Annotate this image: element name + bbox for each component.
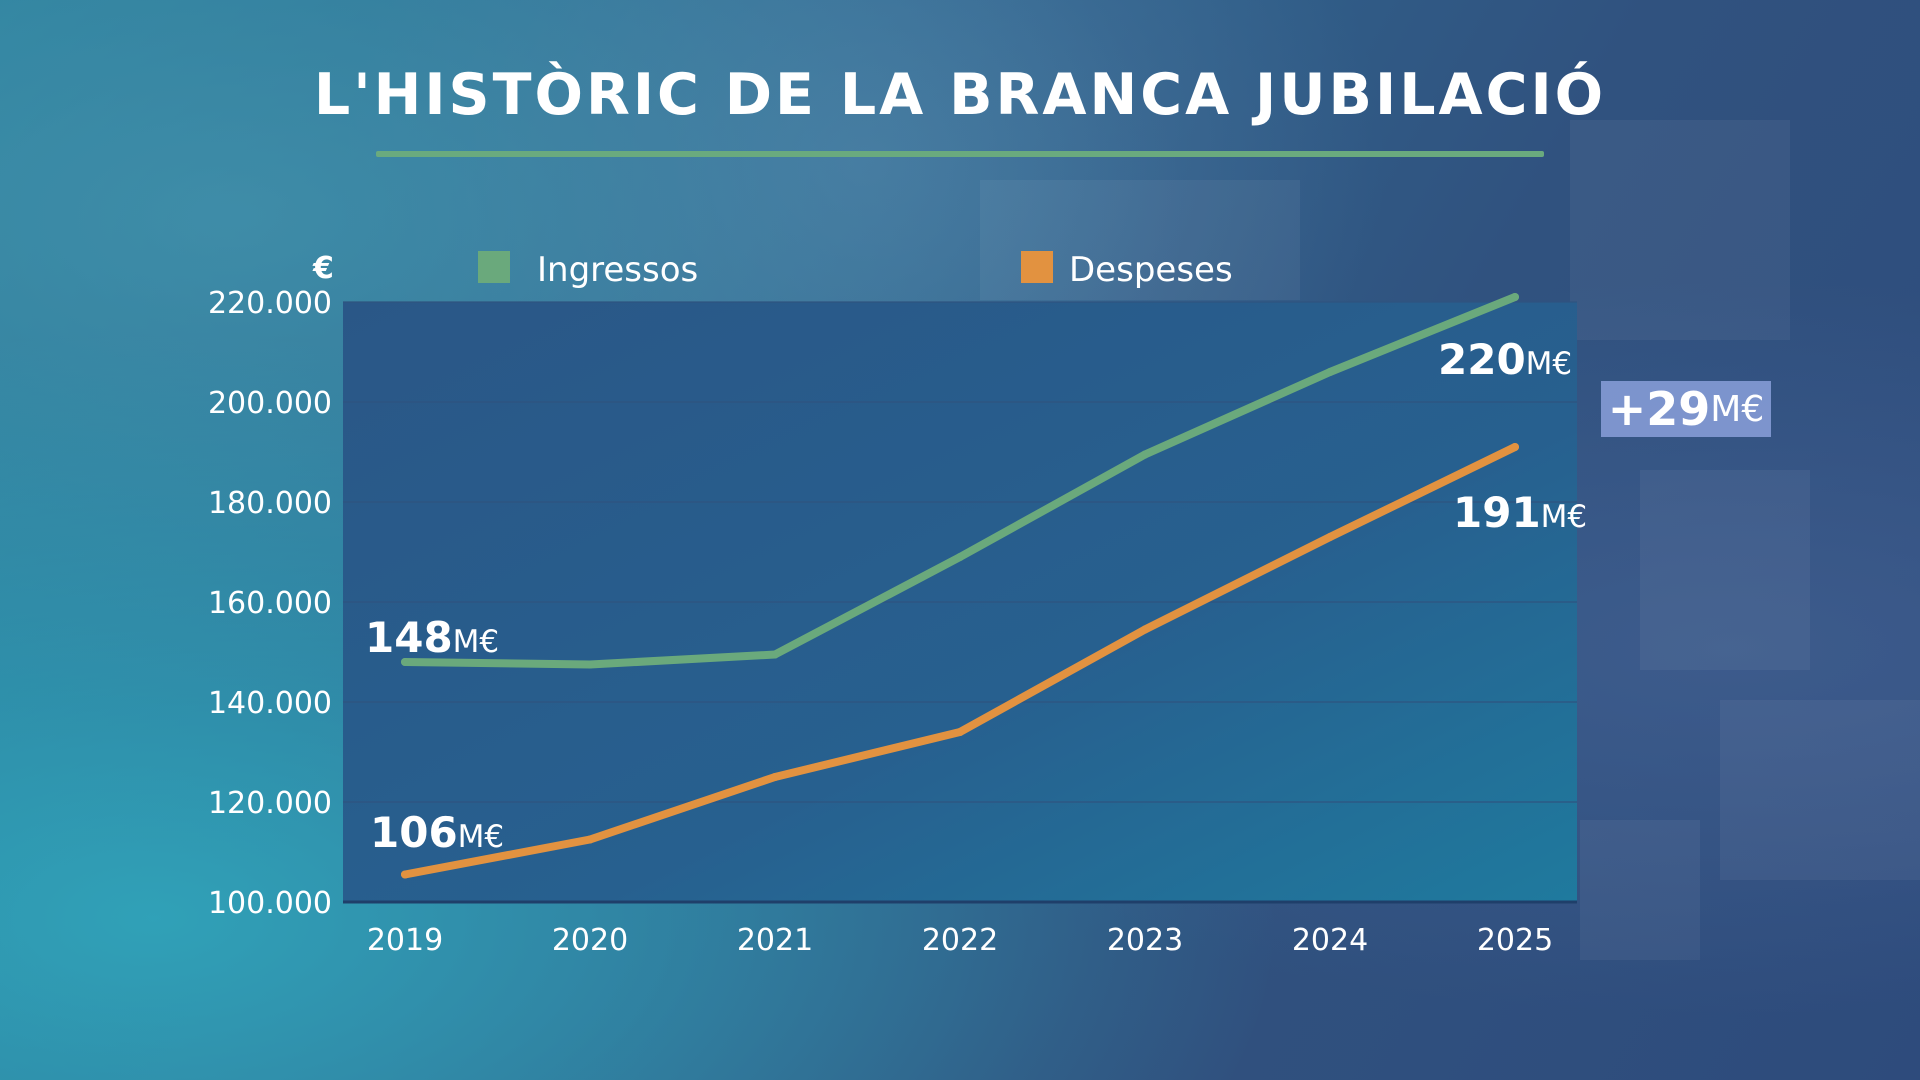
data-point-despeses <box>401 870 409 879</box>
y-tick-label: 140.000 <box>208 686 332 721</box>
x-tick-label: 2024 <box>1292 923 1368 958</box>
x-tick-label: 2020 <box>552 923 628 958</box>
data-point-ingressos <box>1511 293 1519 301</box>
data-point-despeses <box>1141 625 1149 634</box>
chart-title: L'HISTÒRIC DE LA BRANCA JUBILACIÓ <box>313 62 1607 128</box>
data-point-ingressos <box>956 553 964 561</box>
y-tick-label: 100.000 <box>208 886 332 921</box>
x-axis-ticks: 2019 2020 2021 2022 2023 2024 2025 <box>367 923 1553 958</box>
data-point-ingressos <box>771 650 779 659</box>
background-tile <box>1570 120 1790 340</box>
background-tile <box>1640 470 1810 670</box>
data-point-ingressos <box>401 658 409 666</box>
x-tick-label: 2023 <box>1107 923 1183 958</box>
legend-label-despeses: Despeses <box>1069 250 1233 290</box>
despeses-end-value: 191 <box>1453 488 1541 537</box>
data-point-despeses <box>1511 443 1519 451</box>
background-tile <box>1720 700 1920 880</box>
difference-value: +29 <box>1607 382 1711 436</box>
data-point-despeses <box>771 773 779 781</box>
ingressos-end-unit: M€ <box>1526 346 1572 382</box>
legend-label-ingressos: Ingressos <box>537 250 698 290</box>
y-tick-label: 160.000 <box>208 586 332 621</box>
ingressos-start-value: 148 <box>365 613 453 662</box>
x-tick-label: 2022 <box>922 923 998 958</box>
ingressos-end-label: 220M€ <box>1438 335 1572 384</box>
y-axis-unit: € <box>312 251 334 286</box>
despeses-end-unit: M€ <box>1541 499 1587 535</box>
data-point-ingressos <box>1141 450 1149 459</box>
data-point-ingressos <box>1326 368 1334 376</box>
legend-swatch-ingressos <box>478 251 510 283</box>
y-tick-label: 200.000 <box>208 386 332 421</box>
x-tick-label: 2025 <box>1477 923 1553 958</box>
y-tick-label: 220.000 <box>208 286 332 321</box>
title-underline <box>376 151 1544 157</box>
x-tick-label: 2019 <box>367 923 443 958</box>
background-tile <box>1580 820 1700 960</box>
despeses-start-value: 106 <box>370 808 458 857</box>
ingressos-end-value: 220 <box>1438 335 1526 384</box>
legend-swatch-despeses <box>1021 251 1053 283</box>
despeses-start-unit: M€ <box>458 819 504 855</box>
x-tick-label: 2021 <box>737 923 813 958</box>
y-axis-ticks: 220.000 200.000 180.000 160.000 140.000 120.0… <box>208 286 332 921</box>
ingressos-start-label: 148M€ <box>365 613 499 662</box>
y-tick-label: 120.000 <box>208 786 332 821</box>
despeses-end-label: 191M€ <box>1453 488 1587 537</box>
difference-unit: M€ <box>1710 388 1765 430</box>
gridlines <box>343 301 1577 803</box>
legend: Ingressos Despeses <box>478 250 1233 290</box>
data-point-despeses <box>1326 533 1334 541</box>
despeses-start-label: 106M€ <box>370 808 504 857</box>
data-point-despeses <box>586 835 594 844</box>
y-tick-label: 180.000 <box>208 486 332 521</box>
data-point-ingressos <box>586 660 594 669</box>
difference-badge: +29 M€ <box>1601 381 1771 437</box>
ingressos-start-unit: M€ <box>453 624 499 660</box>
series-lines <box>401 293 1519 879</box>
data-point-despeses <box>956 728 964 736</box>
